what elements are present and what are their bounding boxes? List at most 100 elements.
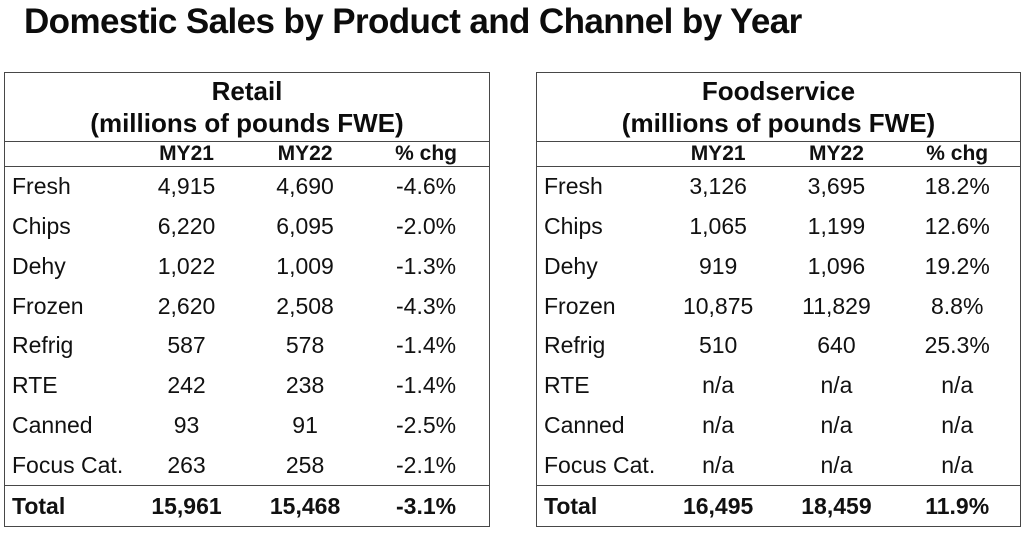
table-row: Dehy 919 1,096 19.2% <box>537 247 1020 287</box>
pct-chg-value: -4.6% <box>396 173 457 200</box>
my22-value: 3,695 <box>807 173 866 200</box>
product-label: Focus Cat. <box>544 451 656 478</box>
pct-chg-value: 19.2% <box>924 252 990 279</box>
product-label: Chips <box>544 213 603 240</box>
total-my21-value: 16,495 <box>682 492 754 519</box>
my21-value: 263 <box>167 451 206 478</box>
pct-chg-value: 8.8% <box>930 292 984 319</box>
product-label: RTE <box>544 372 590 399</box>
pct-chg-value: -4.3% <box>396 292 457 319</box>
product-label: Canned <box>12 411 93 438</box>
my22-value: 1,096 <box>807 252 866 279</box>
my22-value: 258 <box>285 451 325 478</box>
total-my22-value: 15,468 <box>269 492 341 519</box>
foodservice-table-title: Foodservice <box>701 76 856 106</box>
my22-value: 1,009 <box>276 252 334 279</box>
table-row: Fresh 4,915 4,690 -4.6% <box>5 167 489 207</box>
pct-chg-value: -1.4% <box>396 332 457 359</box>
product-label: Focus Cat. <box>12 451 124 478</box>
pct-chg-value: -2.0% <box>396 213 457 240</box>
product-label: Dehy <box>12 252 66 279</box>
pct-chg-value: -1.3% <box>396 252 457 279</box>
my21-value: 10,875 <box>682 292 754 319</box>
my22-value: 6,095 <box>276 213 334 240</box>
pct-chg-value: -2.5% <box>396 411 457 438</box>
table-row: Dehy 1,022 1,009 -1.3% <box>5 247 489 287</box>
table-row: Refrig 587 578 -1.4% <box>5 326 489 366</box>
table-row: Fresh 3,126 3,695 18.2% <box>537 167 1020 207</box>
my22-value: n/a <box>820 451 853 478</box>
retail-total-row: Total 15,961 15,468 -3.1% <box>5 485 489 526</box>
pct-chg-column-header: % chg <box>395 142 457 165</box>
my22-value: 578 <box>285 332 325 359</box>
product-label: Frozen <box>544 292 616 319</box>
retail-table: Retail (millions of pounds FWE) MY21 MY2… <box>4 72 490 527</box>
foodservice-table-subtitle: (millions of pounds FWE) <box>621 108 936 138</box>
my21-value: 587 <box>167 332 206 359</box>
retail-table-title: Retail <box>211 76 283 106</box>
my22-column-header: MY22 <box>809 142 864 165</box>
my22-value: n/a <box>820 411 853 438</box>
total-pct-chg-value: -3.1% <box>396 492 457 519</box>
retail-table-header: Retail (millions of pounds FWE) <box>5 73 489 142</box>
product-label: Refrig <box>12 332 74 359</box>
table-row: Chips 6,220 6,095 -2.0% <box>5 207 489 247</box>
retail-table-body: Fresh 4,915 4,690 -4.6% Chips 6,220 6,09… <box>5 167 489 485</box>
foodservice-table-body: Fresh 3,126 3,695 18.2% Chips 1,065 1,19… <box>537 167 1020 485</box>
pct-chg-value: n/a <box>941 451 974 478</box>
foodservice-total-row: Total 16,495 18,459 11.9% <box>537 485 1020 526</box>
table-row: Frozen 10,875 11,829 8.8% <box>537 286 1020 326</box>
table-row: Focus Cat. n/a n/a n/a <box>537 445 1020 485</box>
table-row: Focus Cat. 263 258 -2.1% <box>5 445 489 485</box>
total-label: Total <box>12 492 66 519</box>
my22-value: 640 <box>817 332 856 359</box>
pct-chg-value: -1.4% <box>396 372 457 399</box>
my21-value: 510 <box>698 332 738 359</box>
product-label: Dehy <box>544 252 598 279</box>
my21-value: 242 <box>167 372 206 399</box>
my21-value: 919 <box>698 252 738 279</box>
my22-value: n/a <box>820 372 853 399</box>
product-label: Fresh <box>544 173 603 200</box>
my22-value: 238 <box>285 372 325 399</box>
total-my22-value: 18,459 <box>801 492 872 519</box>
product-label: Fresh <box>12 173 71 200</box>
foodservice-table-header: Foodservice (millions of pounds FWE) <box>537 73 1020 142</box>
retail-table-subtitle: (millions of pounds FWE) <box>90 108 404 138</box>
product-label: Frozen <box>12 292 84 319</box>
product-label: Chips <box>12 213 71 240</box>
my21-value: n/a <box>702 411 735 438</box>
product-label: RTE <box>12 372 58 399</box>
my21-value: 2,620 <box>157 292 216 319</box>
page-title: Domestic Sales by Product and Channel by… <box>24 2 802 41</box>
table-row: RTE 242 238 -1.4% <box>5 366 489 406</box>
my21-value: 93 <box>173 411 200 438</box>
my21-value: 4,915 <box>157 173 216 200</box>
pct-chg-value: 18.2% <box>924 173 990 200</box>
retail-column-header-row: MY21 MY22 % chg <box>5 142 489 167</box>
my21-value: 1,065 <box>689 213 747 240</box>
my21-column-header: MY21 <box>690 142 746 165</box>
foodservice-column-header-row: MY21 MY22 % chg <box>537 142 1020 167</box>
table-row: Canned 93 91 -2.5% <box>5 406 489 446</box>
table-row: Refrig 510 640 25.3% <box>537 326 1020 366</box>
my21-value: 1,022 <box>157 252 216 279</box>
my22-value: 2,508 <box>276 292 334 319</box>
table-row: RTE n/a n/a n/a <box>537 366 1020 406</box>
foodservice-table: Foodservice (millions of pounds FWE) MY2… <box>536 72 1021 527</box>
my21-column-header: MY21 <box>159 142 214 165</box>
pct-chg-value: -2.1% <box>396 451 457 478</box>
product-label: Refrig <box>544 332 606 359</box>
table-row: Canned n/a n/a n/a <box>537 406 1020 446</box>
total-my21-value: 15,961 <box>151 492 222 519</box>
my21-value: 6,220 <box>157 213 216 240</box>
total-label: Total <box>544 492 598 519</box>
my22-column-header: MY22 <box>277 142 333 165</box>
my21-value: n/a <box>702 372 735 399</box>
my22-value: 91 <box>292 411 318 438</box>
total-pct-chg-value: 11.9% <box>925 492 990 519</box>
table-row: Frozen 2,620 2,508 -4.3% <box>5 286 489 326</box>
pct-chg-column-header: % chg <box>926 142 989 165</box>
product-label: Canned <box>544 411 625 438</box>
